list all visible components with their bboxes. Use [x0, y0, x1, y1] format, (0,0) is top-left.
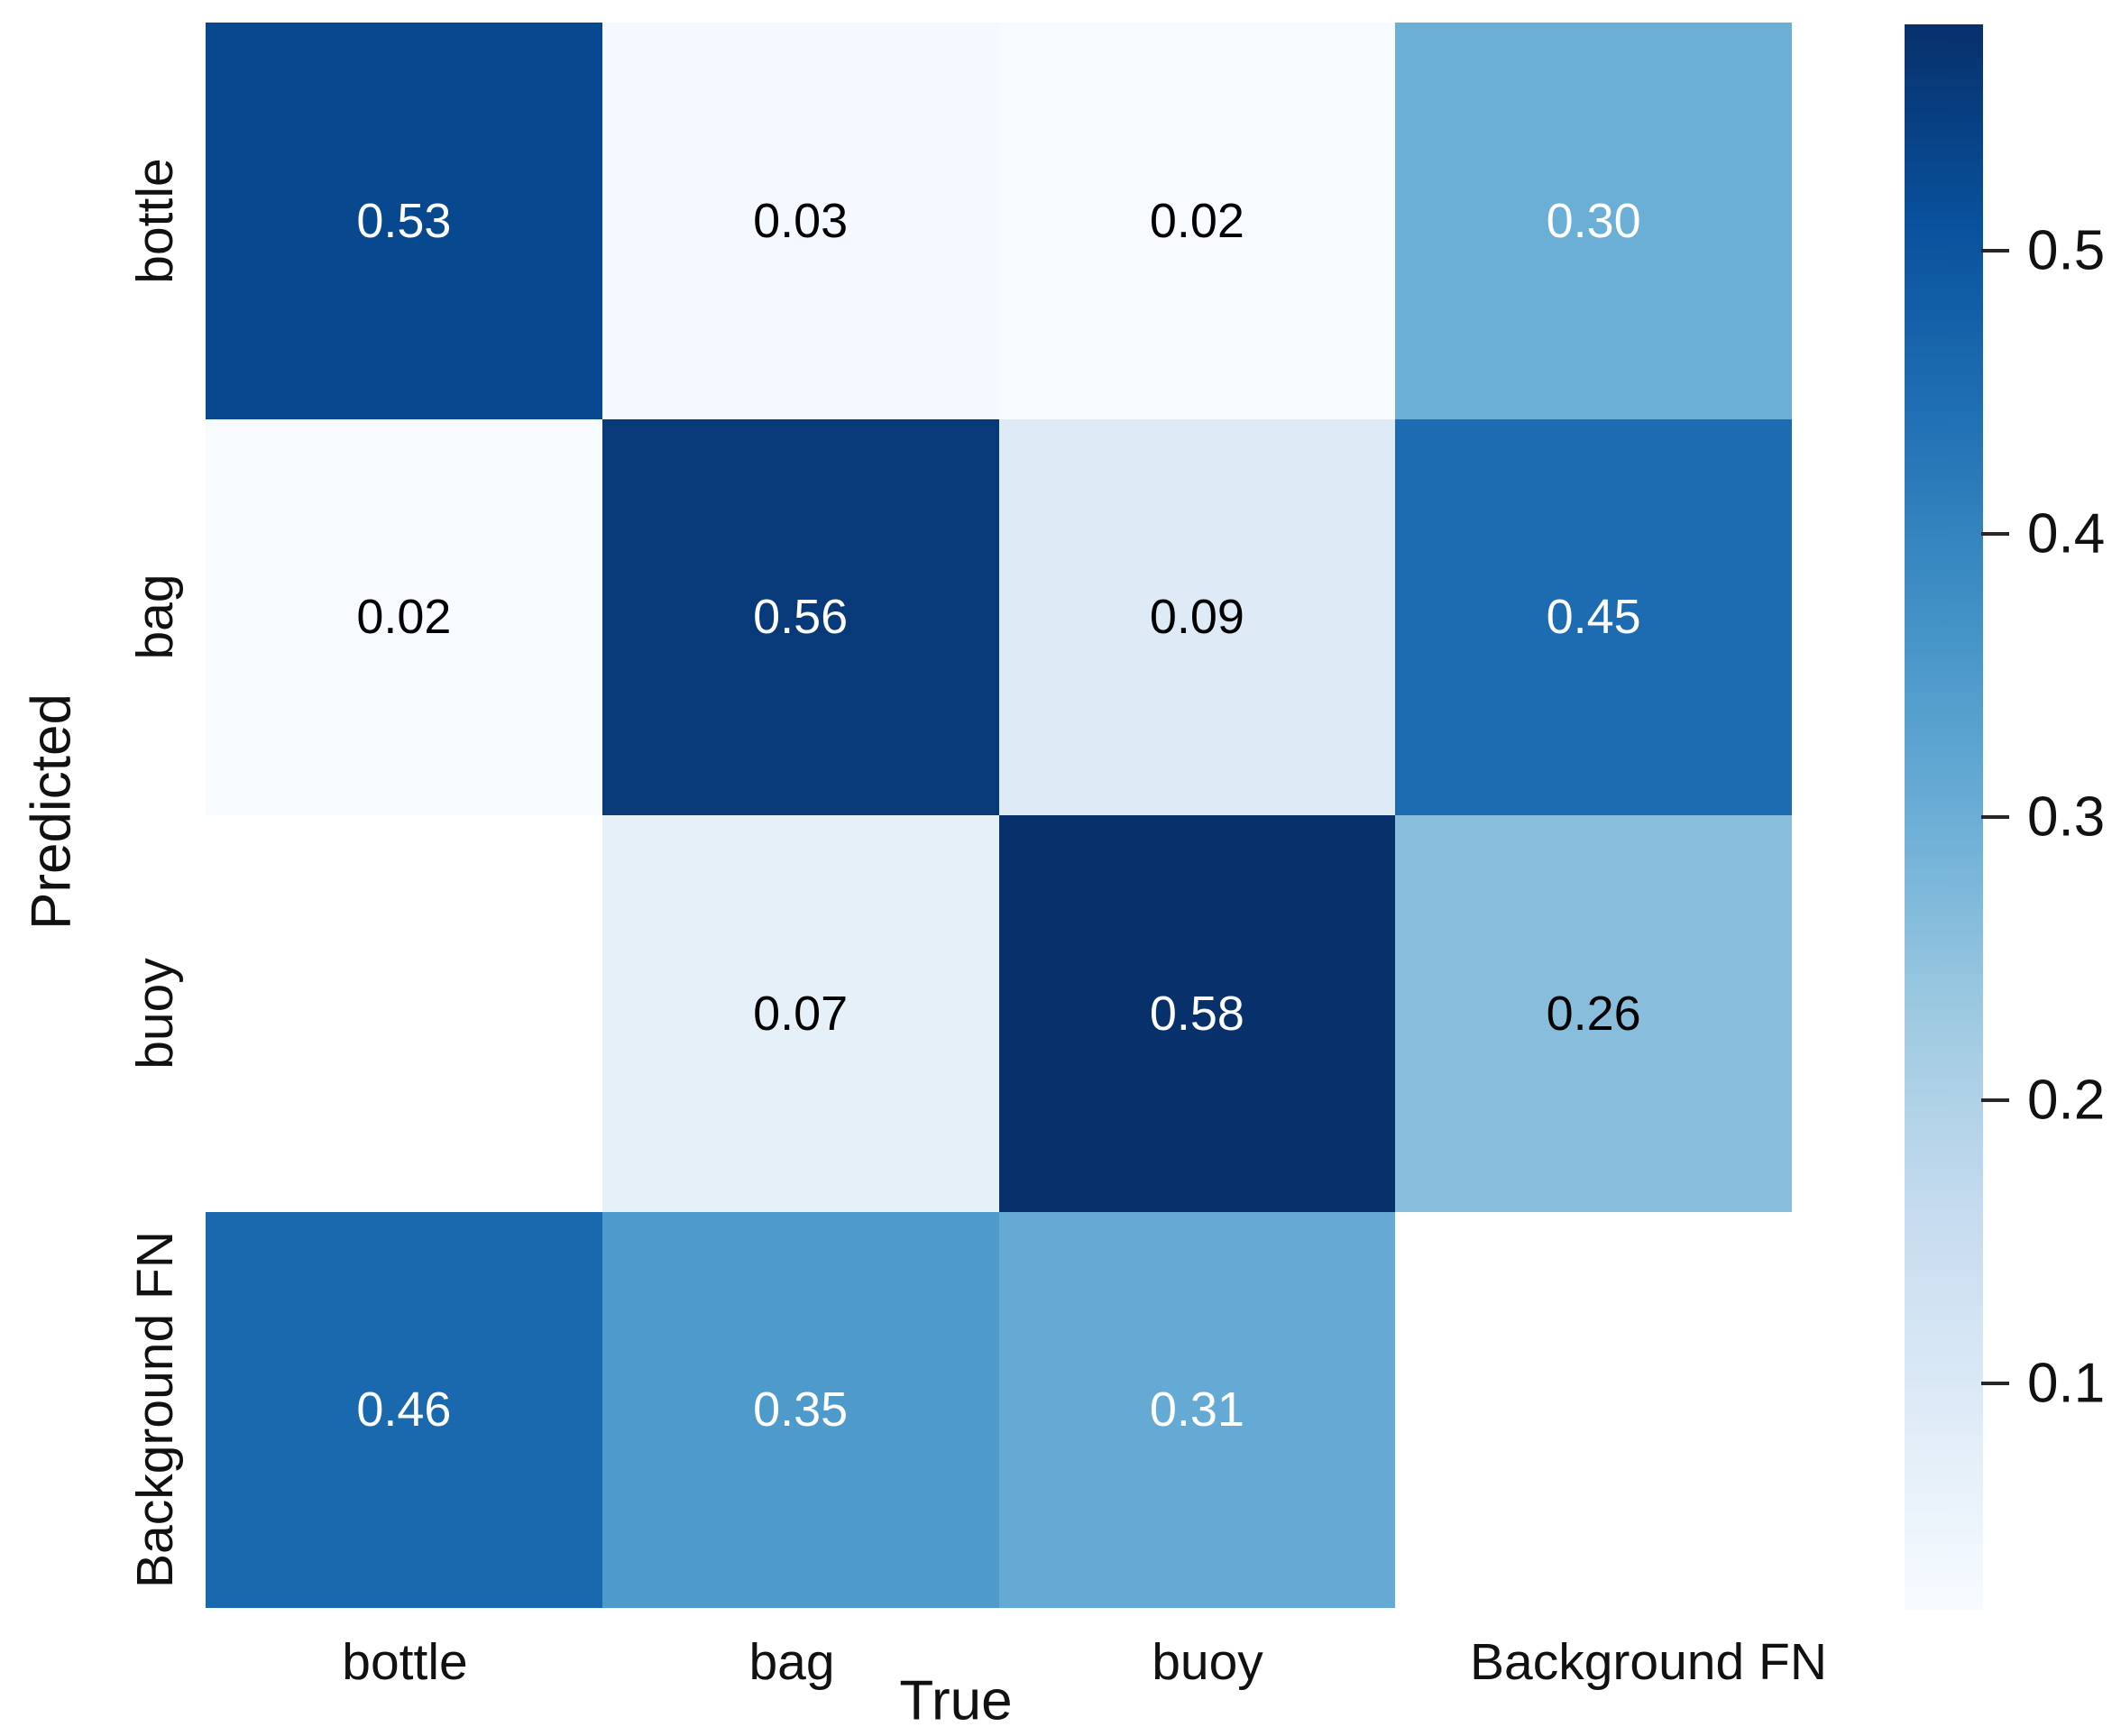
colorbar-tick-mark: [1981, 815, 2009, 819]
colorbar-tick-label: 0.4: [2027, 502, 2106, 565]
cell-value: 0.26: [1546, 986, 1641, 1041]
heatmap-cell: 0.56: [601, 418, 999, 815]
heatmap-cell: 0.53: [206, 23, 602, 419]
heatmap-cell: 0.30: [1395, 23, 1792, 419]
y-tick-label: bag: [126, 574, 184, 660]
cell-value: 0.02: [1149, 193, 1244, 248]
x-tick-label: bag: [748, 1633, 835, 1691]
heatmap-cell: 0.45: [1395, 418, 1792, 815]
cell-value: 0.02: [356, 590, 452, 645]
heatmap-cell: 0.58: [998, 815, 1396, 1212]
colorbar-tick-label: 0.3: [2027, 785, 2106, 849]
heatmap-cell: 0.02: [998, 23, 1396, 419]
x-tick-label: bottle: [342, 1633, 468, 1691]
cell-value: 0.31: [1149, 1382, 1244, 1437]
heatmap-cell: 0.31: [998, 1211, 1396, 1608]
cell-value: 0.03: [753, 193, 849, 248]
y-axis-label: Predicted: [20, 693, 83, 930]
heatmap-cell: 0.26: [1395, 815, 1792, 1212]
heatmap-cell: [206, 815, 602, 1212]
heatmap-cell: 0.07: [601, 815, 999, 1212]
colorbar: [1905, 24, 1983, 1610]
colorbar-tick-label: 0.1: [2027, 1352, 2106, 1415]
cell-value: 0.53: [356, 193, 452, 248]
heatmap-cell: [1395, 1211, 1792, 1608]
cell-value: 0.56: [753, 590, 849, 645]
colorbar-tick-mark: [1981, 1381, 2009, 1385]
y-tick-label: bottle: [126, 158, 184, 284]
heatmap-cell: 0.03: [601, 23, 999, 419]
heatmap-cell: 0.09: [998, 418, 1396, 815]
cell-value: 0.46: [356, 1382, 452, 1437]
colorbar-tick-mark: [1981, 532, 2009, 537]
cell-value: 0.09: [1149, 590, 1244, 645]
colorbar-tick-mark: [1981, 249, 2009, 253]
colorbar-tick-mark: [1981, 1098, 2009, 1102]
x-tick-label: buoy: [1152, 1633, 1263, 1691]
colorbar-tick-label: 0.2: [2027, 1069, 2106, 1132]
cell-value: 0.58: [1149, 986, 1244, 1041]
heatmap-cell: 0.46: [206, 1211, 602, 1608]
cell-value: 0.35: [753, 1382, 849, 1437]
heatmap-cell: 0.35: [601, 1211, 999, 1608]
heatmap-cell: 0.02: [206, 418, 602, 815]
x-axis-label: True: [899, 1669, 1013, 1732]
cell-value: 0.07: [753, 986, 849, 1041]
y-tick-label: buoy: [126, 958, 184, 1070]
x-tick-label: Background FN: [1469, 1633, 1828, 1691]
cell-value: 0.30: [1546, 193, 1641, 248]
cell-value: 0.45: [1546, 590, 1641, 645]
heatmap-grid: 0.53 0.03 0.02 0.30 0.02 0.56 0.09 0.45 0.07 0.58…: [206, 23, 1792, 1608]
y-tick-label: Background FN: [126, 1230, 184, 1589]
colorbar-tick-label: 0.5: [2027, 219, 2106, 282]
